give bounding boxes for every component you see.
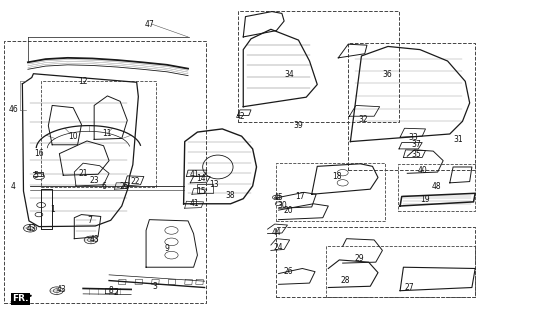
Text: 41: 41 — [190, 199, 199, 208]
Bar — [196, 279, 203, 284]
Bar — [135, 279, 143, 284]
Text: 43: 43 — [56, 285, 66, 294]
Text: 22: 22 — [130, 177, 140, 186]
Text: 34: 34 — [285, 70, 295, 79]
Text: 13: 13 — [209, 180, 219, 189]
Text: 33: 33 — [408, 133, 418, 142]
Text: 10: 10 — [68, 132, 78, 141]
Text: 5: 5 — [33, 171, 38, 180]
Text: 36: 36 — [382, 70, 392, 79]
Text: 29: 29 — [355, 254, 364, 263]
Text: 15: 15 — [196, 187, 206, 196]
Text: 45: 45 — [274, 193, 284, 202]
Bar — [185, 279, 193, 284]
Text: 47: 47 — [144, 20, 154, 29]
Text: 23: 23 — [89, 176, 99, 185]
Text: 48: 48 — [432, 181, 441, 190]
Text: 20: 20 — [284, 206, 294, 215]
Bar — [152, 279, 159, 284]
Text: 30: 30 — [277, 201, 287, 210]
Text: 3: 3 — [153, 282, 158, 292]
Text: 11: 11 — [103, 130, 112, 139]
Text: 27: 27 — [404, 283, 413, 292]
Text: 19: 19 — [421, 195, 430, 204]
Bar — [168, 279, 176, 284]
Text: 39: 39 — [294, 121, 304, 130]
Text: 1: 1 — [51, 205, 55, 214]
Text: 14: 14 — [196, 174, 206, 183]
Text: FR.: FR. — [12, 294, 28, 303]
Bar — [118, 279, 126, 284]
Text: 44: 44 — [271, 228, 281, 237]
Text: 7: 7 — [87, 216, 92, 225]
Text: 41: 41 — [190, 170, 199, 179]
Text: 24: 24 — [274, 243, 284, 252]
Text: 38: 38 — [226, 191, 235, 200]
Text: 40: 40 — [417, 166, 427, 175]
Text: 32: 32 — [359, 115, 368, 124]
Bar — [198, 184, 213, 193]
Text: 18: 18 — [332, 172, 342, 181]
Text: 6: 6 — [101, 181, 106, 190]
Text: 37: 37 — [412, 140, 422, 149]
Text: 21: 21 — [78, 169, 88, 178]
Text: 31: 31 — [454, 135, 463, 144]
Text: 43: 43 — [89, 236, 99, 244]
Text: 9: 9 — [165, 244, 169, 253]
Text: 12: 12 — [78, 77, 88, 86]
Text: 25: 25 — [119, 181, 129, 190]
Text: 43: 43 — [27, 224, 37, 233]
Text: 8: 8 — [108, 286, 113, 295]
Text: 35: 35 — [412, 150, 422, 159]
Text: 16: 16 — [34, 148, 44, 157]
Text: 28: 28 — [340, 276, 350, 285]
Text: 26: 26 — [284, 267, 294, 276]
Text: 17: 17 — [295, 192, 304, 201]
Text: 4: 4 — [11, 181, 16, 190]
Text: 42: 42 — [235, 112, 245, 121]
Text: 46: 46 — [9, 105, 18, 114]
Text: 2: 2 — [113, 288, 118, 297]
